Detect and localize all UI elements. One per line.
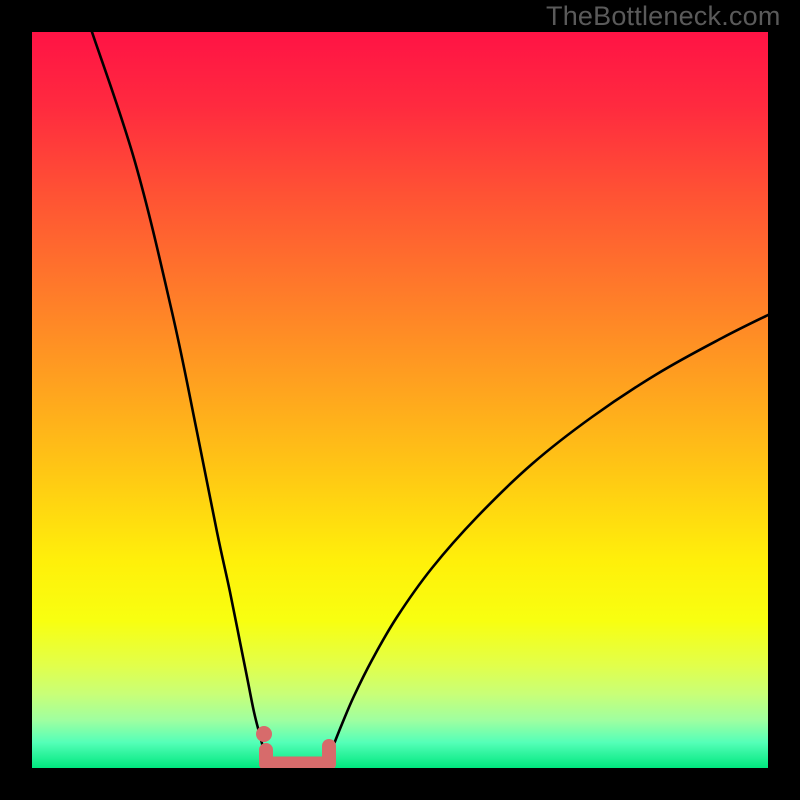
right-curve — [329, 315, 768, 756]
trough-dot — [256, 726, 272, 742]
plot-area — [32, 32, 768, 768]
curve-layer — [32, 32, 768, 768]
trough-marker — [256, 726, 329, 764]
left-curve — [92, 32, 266, 756]
watermark-text: TheBottleneck.com — [546, 1, 781, 32]
